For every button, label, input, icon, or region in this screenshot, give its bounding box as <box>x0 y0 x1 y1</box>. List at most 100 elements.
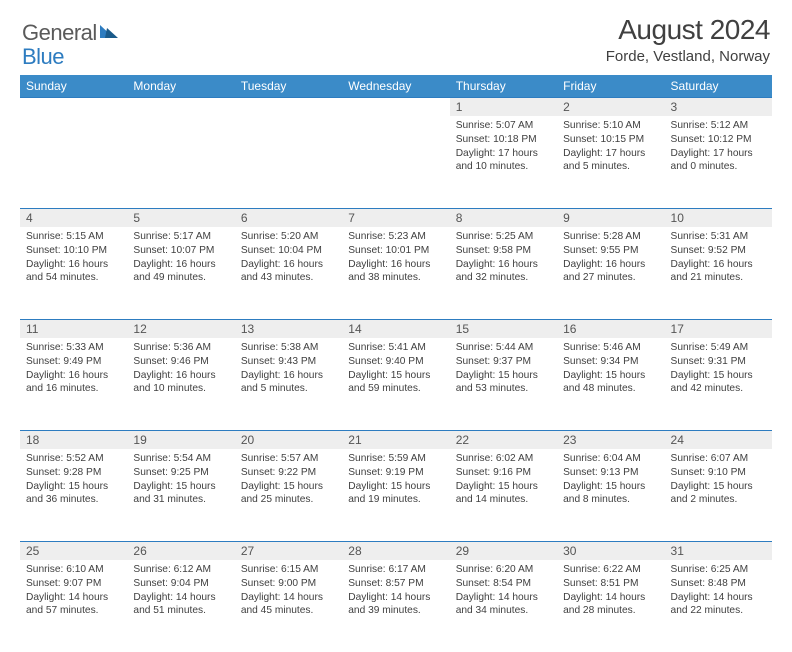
daycontent-cell: Sunrise: 5:54 AMSunset: 9:25 PMDaylight:… <box>127 449 234 541</box>
weekday-header: Monday <box>127 75 234 97</box>
daycontent-cell: Sunrise: 5:57 AMSunset: 9:22 PMDaylight:… <box>235 449 342 541</box>
daycontent-cell: Sunrise: 5:23 AMSunset: 10:01 PMDaylight… <box>342 227 449 319</box>
daynum-cell: 18 <box>20 430 127 449</box>
daycontent-cell: Sunrise: 5:59 AMSunset: 9:19 PMDaylight:… <box>342 449 449 541</box>
empty-cell <box>235 97 342 115</box>
empty-cell <box>342 97 449 115</box>
daynum-cell: 5 <box>127 208 234 227</box>
weekday-header: Saturday <box>665 75 772 97</box>
day-number: 2 <box>557 97 664 116</box>
day-content: Sunrise: 5:46 AMSunset: 9:34 PMDaylight:… <box>557 338 664 402</box>
daycontent-cell: Sunrise: 5:20 AMSunset: 10:04 PMDaylight… <box>235 227 342 319</box>
day-number: 22 <box>450 430 557 449</box>
daynum-cell: 15 <box>450 319 557 338</box>
day-number: 28 <box>342 541 449 560</box>
daynum-cell: 24 <box>665 430 772 449</box>
daycontent-row: Sunrise: 5:52 AMSunset: 9:28 PMDaylight:… <box>20 449 772 541</box>
daycontent-cell: Sunrise: 6:22 AMSunset: 8:51 PMDaylight:… <box>557 560 664 652</box>
daycontent-cell <box>235 116 342 208</box>
daynum-cell: 7 <box>342 208 449 227</box>
daycontent-cell: Sunrise: 5:41 AMSunset: 9:40 PMDaylight:… <box>342 338 449 430</box>
daynum-cell: 11 <box>20 319 127 338</box>
day-content: Sunrise: 5:20 AMSunset: 10:04 PMDaylight… <box>235 227 342 291</box>
daycontent-cell <box>342 116 449 208</box>
daynum-row: 45678910 <box>20 208 772 227</box>
daycontent-cell: Sunrise: 5:36 AMSunset: 9:46 PMDaylight:… <box>127 338 234 430</box>
day-number: 20 <box>235 430 342 449</box>
day-number: 13 <box>235 319 342 338</box>
daynum-cell: 21 <box>342 430 449 449</box>
day-number: 26 <box>127 541 234 560</box>
day-content: Sunrise: 6:12 AMSunset: 9:04 PMDaylight:… <box>127 560 234 624</box>
daycontent-cell <box>20 116 127 208</box>
day-number: 25 <box>20 541 127 560</box>
daynum-row: 123 <box>20 97 772 116</box>
weekday-header: Tuesday <box>235 75 342 97</box>
day-content: Sunrise: 6:17 AMSunset: 8:57 PMDaylight:… <box>342 560 449 624</box>
day-content: Sunrise: 5:52 AMSunset: 9:28 PMDaylight:… <box>20 449 127 513</box>
day-content: Sunrise: 5:38 AMSunset: 9:43 PMDaylight:… <box>235 338 342 402</box>
day-content: Sunrise: 6:22 AMSunset: 8:51 PMDaylight:… <box>557 560 664 624</box>
daynum-row: 25262728293031 <box>20 541 772 560</box>
header: General August 2024 Forde, Vestland, Nor… <box>0 0 792 71</box>
daycontent-cell: Sunrise: 5:12 AMSunset: 10:12 PMDaylight… <box>665 116 772 208</box>
day-number: 1 <box>450 97 557 116</box>
day-content: Sunrise: 5:17 AMSunset: 10:07 PMDaylight… <box>127 227 234 291</box>
daycontent-cell: Sunrise: 5:31 AMSunset: 9:52 PMDaylight:… <box>665 227 772 319</box>
daynum-cell: 29 <box>450 541 557 560</box>
title-block: August 2024 Forde, Vestland, Norway <box>606 14 770 65</box>
daynum-cell: 30 <box>557 541 664 560</box>
daynum-cell: 27 <box>235 541 342 560</box>
daynum-cell: 13 <box>235 319 342 338</box>
day-content: Sunrise: 5:25 AMSunset: 9:58 PMDaylight:… <box>450 227 557 291</box>
daycontent-cell <box>127 116 234 208</box>
empty-cell <box>20 97 127 115</box>
day-content: Sunrise: 5:33 AMSunset: 9:49 PMDaylight:… <box>20 338 127 402</box>
daycontent-cell: Sunrise: 6:10 AMSunset: 9:07 PMDaylight:… <box>20 560 127 652</box>
logo-triangle-icon <box>100 23 120 44</box>
day-content: Sunrise: 5:49 AMSunset: 9:31 PMDaylight:… <box>665 338 772 402</box>
day-content: Sunrise: 6:10 AMSunset: 9:07 PMDaylight:… <box>20 560 127 624</box>
logo: General <box>22 20 122 46</box>
day-number: 16 <box>557 319 664 338</box>
day-number: 27 <box>235 541 342 560</box>
day-number: 19 <box>127 430 234 449</box>
day-content: Sunrise: 5:59 AMSunset: 9:19 PMDaylight:… <box>342 449 449 513</box>
day-number: 9 <box>557 208 664 227</box>
day-number: 21 <box>342 430 449 449</box>
day-number: 4 <box>20 208 127 227</box>
day-content: Sunrise: 6:02 AMSunset: 9:16 PMDaylight:… <box>450 449 557 513</box>
daynum-row: 18192021222324 <box>20 430 772 449</box>
daynum-cell: 31 <box>665 541 772 560</box>
daynum-cell: 2 <box>557 97 664 116</box>
day-number: 5 <box>127 208 234 227</box>
day-content: Sunrise: 6:20 AMSunset: 8:54 PMDaylight:… <box>450 560 557 624</box>
day-content: Sunrise: 5:57 AMSunset: 9:22 PMDaylight:… <box>235 449 342 513</box>
day-content: Sunrise: 5:41 AMSunset: 9:40 PMDaylight:… <box>342 338 449 402</box>
day-number: 6 <box>235 208 342 227</box>
daynum-cell: 28 <box>342 541 449 560</box>
daynum-cell <box>342 97 449 116</box>
daycontent-row: Sunrise: 5:33 AMSunset: 9:49 PMDaylight:… <box>20 338 772 430</box>
daynum-cell: 1 <box>450 97 557 116</box>
daynum-cell: 25 <box>20 541 127 560</box>
calendar-body: 123Sunrise: 5:07 AMSunset: 10:18 PMDayli… <box>20 97 772 652</box>
daynum-cell <box>127 97 234 116</box>
daynum-cell: 4 <box>20 208 127 227</box>
day-content: Sunrise: 5:15 AMSunset: 10:10 PMDaylight… <box>20 227 127 291</box>
daynum-cell: 10 <box>665 208 772 227</box>
daycontent-cell: Sunrise: 5:07 AMSunset: 10:18 PMDaylight… <box>450 116 557 208</box>
weekday-header: Sunday <box>20 75 127 97</box>
daynum-cell <box>20 97 127 116</box>
day-content: Sunrise: 5:10 AMSunset: 10:15 PMDaylight… <box>557 116 664 180</box>
day-number: 7 <box>342 208 449 227</box>
logo-text-1: General <box>22 20 97 46</box>
daycontent-cell: Sunrise: 5:10 AMSunset: 10:15 PMDaylight… <box>557 116 664 208</box>
day-number: 14 <box>342 319 449 338</box>
weekday-header-row: SundayMondayTuesdayWednesdayThursdayFrid… <box>20 75 772 97</box>
daycontent-cell: Sunrise: 6:15 AMSunset: 9:00 PMDaylight:… <box>235 560 342 652</box>
day-content: Sunrise: 6:07 AMSunset: 9:10 PMDaylight:… <box>665 449 772 513</box>
daycontent-cell: Sunrise: 5:28 AMSunset: 9:55 PMDaylight:… <box>557 227 664 319</box>
daycontent-cell: Sunrise: 6:04 AMSunset: 9:13 PMDaylight:… <box>557 449 664 541</box>
day-content: Sunrise: 6:25 AMSunset: 8:48 PMDaylight:… <box>665 560 772 624</box>
